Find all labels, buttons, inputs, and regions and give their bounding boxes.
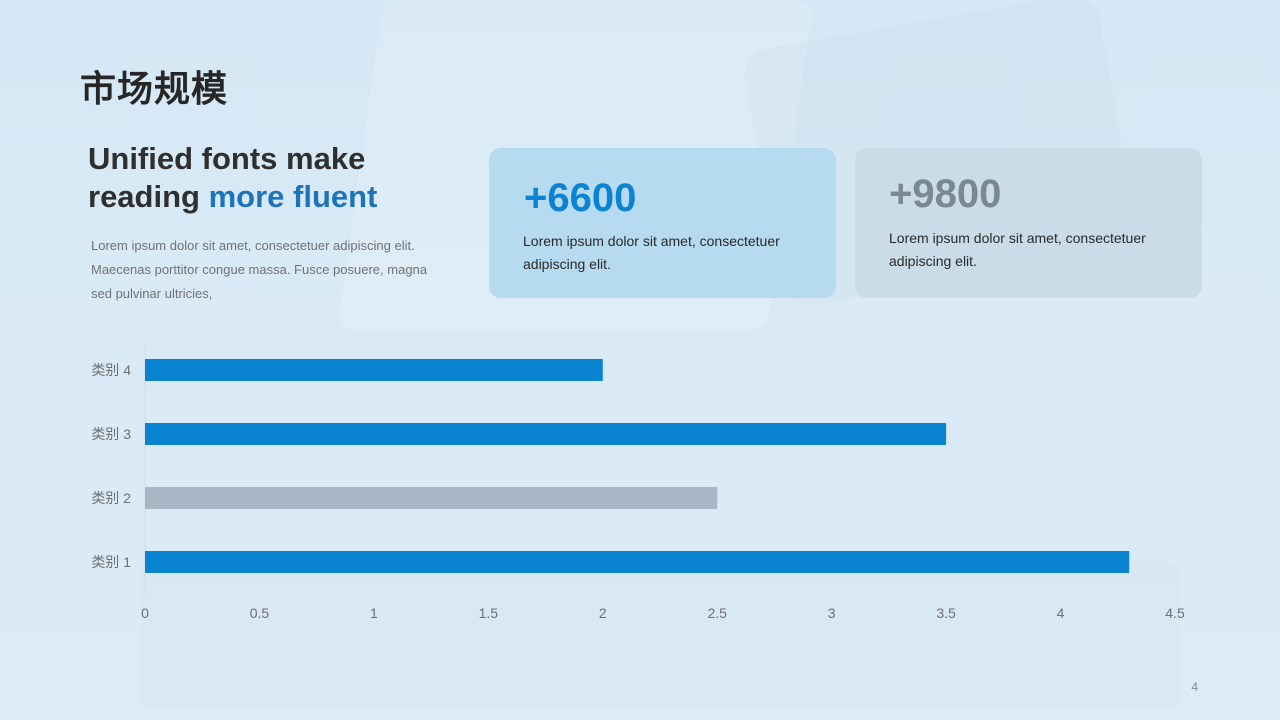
- x-tick-label: 1.5: [479, 605, 499, 621]
- headline-text: Unified fonts make reading: [88, 141, 366, 214]
- stat-value: +9800: [889, 172, 1002, 216]
- x-tick-label: 4: [1057, 605, 1065, 621]
- bar-2: [145, 487, 718, 509]
- x-tick-label: 0: [141, 605, 149, 621]
- stat-card-blue: +6600 Lorem ipsum dolor sit amet, consec…: [489, 148, 836, 298]
- bar-4: [145, 359, 603, 381]
- stat-description: Lorem ipsum dolor sit amet, consectetuer…: [889, 230, 1146, 269]
- x-tick-label: 2.5: [707, 605, 727, 621]
- page-number: 4: [1191, 680, 1198, 694]
- headline: Unified fonts make reading more fluent: [88, 140, 448, 216]
- stat-card-gray: +9800 Lorem ipsum dolor sit amet, consec…: [855, 148, 1202, 298]
- x-tick-label: 1: [370, 605, 378, 621]
- x-tick-label: 0.5: [250, 605, 270, 621]
- x-tick-label: 3: [828, 605, 836, 621]
- x-tick-label: 3.5: [936, 605, 956, 621]
- body-copy: Lorem ipsum dolor sit amet, consectetuer…: [91, 238, 428, 301]
- page-title: 市场规模: [80, 68, 229, 109]
- stat-value: +6600: [524, 176, 637, 220]
- x-tick-label: 2: [599, 605, 607, 621]
- x-tick-label: 4.5: [1165, 605, 1185, 621]
- headline-accent-text: more fluent: [208, 179, 378, 214]
- category-label: 类别 3: [91, 426, 131, 442]
- category-label: 类别 4: [91, 362, 131, 378]
- bar-3: [145, 423, 947, 445]
- bar-1: [145, 551, 1130, 573]
- category-label: 类别 2: [91, 490, 131, 506]
- category-label: 类别 1: [91, 554, 131, 570]
- stat-description: Lorem ipsum dolor sit amet, consectetuer…: [523, 233, 780, 272]
